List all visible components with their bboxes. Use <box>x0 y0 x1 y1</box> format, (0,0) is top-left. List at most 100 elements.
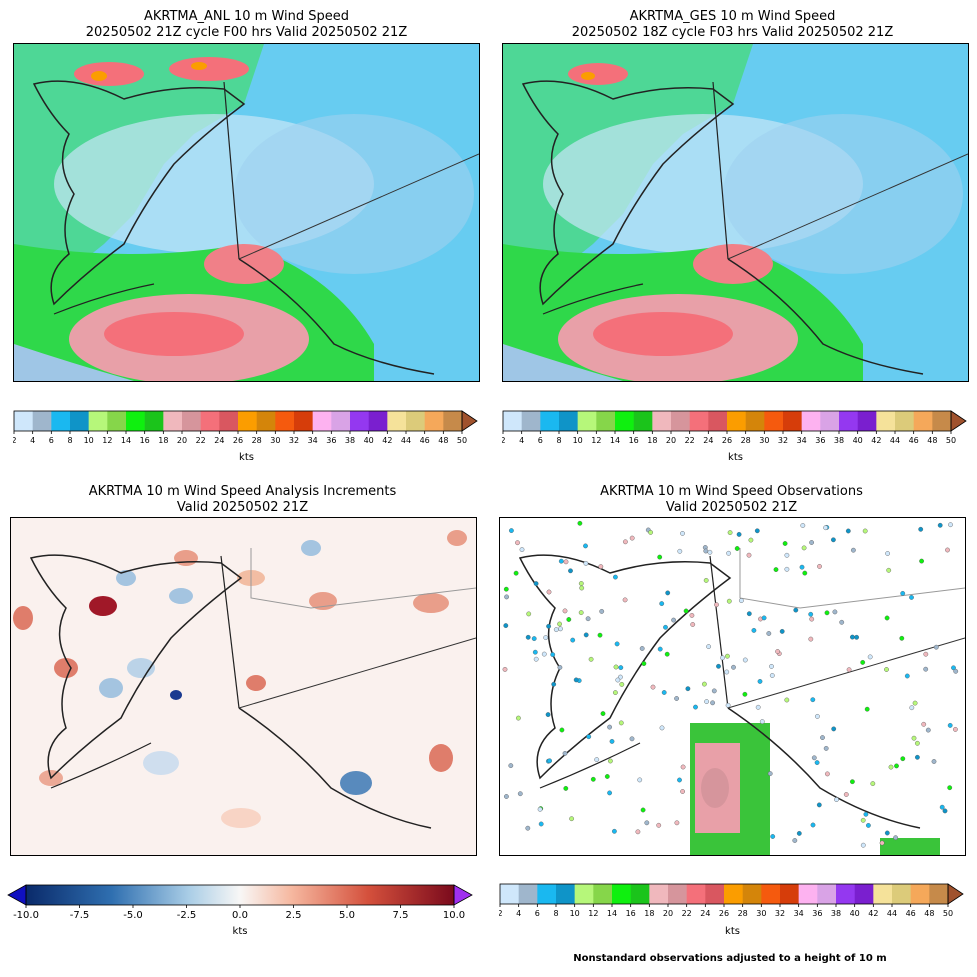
observation-point <box>933 644 939 650</box>
colorbar-bin <box>820 411 840 431</box>
observation-points <box>502 520 959 848</box>
observation-point <box>578 610 584 616</box>
observation-point <box>579 585 585 591</box>
observation-point <box>671 617 677 623</box>
observation-point <box>839 619 845 625</box>
colorbar-bin <box>331 411 351 431</box>
panel4-map <box>499 517 966 856</box>
observation-point <box>865 822 871 828</box>
observation-point <box>503 794 509 799</box>
observation-point <box>657 646 663 652</box>
colorbar-tick-label: 10 <box>84 436 94 445</box>
observation-point <box>923 651 929 657</box>
observation-point <box>680 764 686 770</box>
observation-point <box>608 758 613 764</box>
colorbar-tick-label: 14 <box>610 436 620 445</box>
observation-point <box>623 539 628 545</box>
observation-point <box>515 540 520 546</box>
observation-point <box>884 667 889 672</box>
colorbar-bin <box>857 411 877 431</box>
observation-point <box>648 529 654 535</box>
observation-point <box>761 615 767 621</box>
observation-point <box>701 681 707 687</box>
observation-point <box>939 804 945 810</box>
colorbar-tick-label: 20 <box>663 909 673 918</box>
colorbar-tick-label: 30 <box>756 909 766 918</box>
colorbar-bin <box>126 411 145 431</box>
observation-point <box>533 656 539 662</box>
observation-point <box>854 634 859 640</box>
colorbar-bin <box>540 411 560 431</box>
observation-point <box>817 564 822 569</box>
footnote: Nonstandard observations adjusted to a h… <box>573 953 887 964</box>
colorbar-bin <box>929 884 949 904</box>
colorbar-bin <box>387 411 407 431</box>
observation-point <box>808 636 814 642</box>
colorbar-bin <box>836 884 855 904</box>
panel4-colorbar-unit: kts <box>725 926 740 937</box>
observation-point <box>884 615 890 621</box>
panel1-colorbar-svg: 2 4 6 8 10 12 14 16 18 20 22 24 26 28 30 32 34 36 38 40 42 44… <box>11 410 478 445</box>
observation-point <box>919 558 924 564</box>
observation-point <box>680 789 686 794</box>
colorbar-bin <box>689 411 709 431</box>
colorbar-tick-label: -7.5 <box>70 910 90 921</box>
observation-point <box>641 661 647 667</box>
observation-point <box>570 637 576 643</box>
observation-point <box>909 705 915 711</box>
observation-point <box>533 581 539 586</box>
colorbar-bin <box>649 884 669 904</box>
observation-point <box>931 759 937 764</box>
observation-point <box>703 548 709 554</box>
colorbar-bin <box>780 884 799 904</box>
observation-point <box>831 726 837 732</box>
observation-point <box>538 821 544 827</box>
observation-point <box>583 561 589 566</box>
observation-point <box>598 564 604 569</box>
colorbar-bin <box>783 411 802 431</box>
colorbar-bin <box>876 411 896 431</box>
observation-point <box>525 634 531 640</box>
colorbar-bin <box>182 411 201 431</box>
observation-point <box>689 613 695 618</box>
colorbar-tick-label: 40 <box>853 436 863 445</box>
panel2-title-line1: AKRTMA_GES 10 m Wind Speed <box>629 9 836 24</box>
colorbar-tick-label: 50 <box>946 436 956 445</box>
observation-point <box>612 828 617 834</box>
colorbar-tick-label: 20 <box>177 436 187 445</box>
observation-point <box>914 754 920 760</box>
panel3-title: AKRTMA 10 m Wind Speed Analysis Incremen… <box>10 484 475 516</box>
observation-point <box>594 757 600 763</box>
observation-point <box>685 686 691 692</box>
colorbar-tick-label: 44 <box>887 909 897 918</box>
observation-point <box>870 781 876 786</box>
colorbar-tick-label: 12 <box>588 909 598 918</box>
observation-point <box>832 609 838 615</box>
observation-point <box>563 785 569 791</box>
observation-point <box>766 631 772 636</box>
observation-point <box>545 712 551 718</box>
observation-point <box>704 699 710 705</box>
observation-point <box>720 655 725 661</box>
colorbar-bin <box>238 411 257 431</box>
observation-point <box>502 666 508 672</box>
colorbar-bin <box>443 411 463 431</box>
colorbar-bin <box>708 411 728 431</box>
observation-point <box>824 610 830 616</box>
colorbar-tick-label: -10.0 <box>13 910 39 921</box>
colorbar-tick-label: 24 <box>700 909 710 918</box>
panel2-colorbar-unit: kts <box>728 452 743 463</box>
colorbar-tick-label: 42 <box>868 909 878 918</box>
observation-point <box>597 632 603 638</box>
observation-point <box>537 806 543 812</box>
colorbar-tick-label: 34 <box>308 436 318 445</box>
observation-point <box>677 777 682 783</box>
colorbar-tick-label: 26 <box>719 909 729 918</box>
colorbar-bin <box>51 411 71 431</box>
observation-point <box>558 626 563 632</box>
panel2-title: AKRTMA_GES 10 m Wind Speed 20250502 18Z … <box>500 9 965 41</box>
observation-point <box>559 727 565 733</box>
colorbar-tick-label: 2 <box>499 909 503 918</box>
observation-point <box>751 628 757 633</box>
panel1-map-svg <box>14 44 479 381</box>
